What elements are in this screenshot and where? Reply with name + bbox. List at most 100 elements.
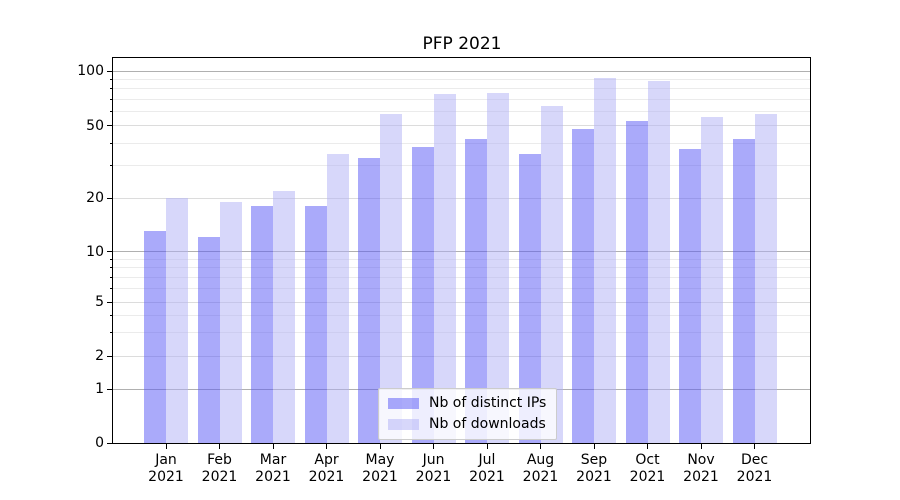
gridline-100	[113, 70, 810, 72]
gridline-6	[113, 288, 810, 290]
y-minor-tick-mark	[110, 78, 113, 80]
y-tick-label-1: 1	[95, 381, 104, 397]
legend-swatch-distinct-ips-icon	[388, 397, 419, 409]
gridline-5	[113, 301, 810, 303]
legend-item-distinct-ips: Nb of distinct IPs	[388, 395, 546, 411]
bar-sep-ips	[572, 128, 594, 443]
x-tick-label-nov: Nov 2021	[683, 452, 719, 485]
y-tick-mark	[107, 442, 113, 444]
bar-sep-downloads	[594, 78, 616, 443]
bar-jun-downloads	[433, 93, 456, 443]
legend-label-downloads: Nb of downloads	[429, 416, 546, 432]
y-tick-mark	[107, 125, 113, 126]
bar-aug-downloads	[540, 106, 563, 443]
y-tick-mark	[107, 70, 113, 72]
bar-may-downloads	[380, 113, 402, 443]
y-tick-mark	[107, 301, 113, 303]
x-tick-label-jun: Jun 2021	[415, 452, 452, 485]
x-tick-mark	[433, 444, 434, 449]
gridline-7	[113, 277, 810, 278]
y-tick-mark	[107, 355, 113, 357]
y-minor-tick-mark	[110, 258, 113, 260]
gridline-50	[113, 125, 810, 126]
y-minor-tick-mark	[110, 331, 113, 333]
x-tick-label-dec: Dec 2021	[736, 452, 773, 485]
bar-oct-ips	[625, 120, 648, 443]
y-minor-tick-mark	[110, 110, 113, 112]
gridline-8	[113, 267, 810, 269]
y-tick-label-2: 2	[95, 348, 104, 364]
gridline-30	[113, 165, 810, 167]
x-tick-mark	[219, 444, 220, 449]
y-minor-tick-mark	[110, 288, 113, 290]
bar-mar-ips	[251, 206, 273, 443]
legend-swatch-downloads-icon	[388, 418, 419, 430]
x-tick-label-apr: Apr 2021	[308, 452, 345, 485]
y-minor-tick-mark	[110, 142, 113, 144]
y-minor-tick-mark	[110, 276, 113, 278]
x-tick-mark	[272, 444, 274, 449]
bar-aug-ips	[518, 153, 541, 443]
y-tick-label-50: 50	[86, 117, 104, 134]
y-minor-tick-mark	[110, 98, 113, 100]
y-minor-tick-mark	[110, 165, 113, 167]
x-tick-mark	[700, 444, 702, 449]
bar-apr-downloads	[326, 153, 349, 443]
gridline-9	[113, 258, 810, 260]
gridline-90	[113, 78, 810, 80]
bar-may-ips	[358, 158, 380, 443]
legend: Nb of distinct IPs Nb of downloads	[378, 388, 558, 440]
y-minor-tick-mark	[110, 314, 113, 316]
bar-jan-downloads	[166, 198, 188, 443]
y-tick-label-0: 0	[95, 435, 104, 451]
chart-title: PFP 2021	[422, 34, 502, 54]
gridline-70	[113, 98, 810, 100]
bar-dec-ips	[732, 139, 755, 443]
bar-nov-downloads	[701, 116, 723, 443]
x-tick-mark	[647, 444, 648, 449]
gridline-40	[113, 142, 810, 144]
bar-apr-ips	[304, 206, 327, 443]
bar-jan-ips	[144, 231, 166, 443]
x-tick-mark	[540, 444, 541, 449]
y-tick-mark	[107, 251, 113, 252]
legend-label-distinct-ips: Nb of distinct IPs	[429, 395, 547, 411]
gridline-10	[113, 251, 810, 252]
bar-nov-ips	[679, 149, 701, 443]
x-tick-label-aug: Aug 2021	[522, 452, 559, 485]
x-tick-label-jul: Jul 2021	[469, 452, 505, 485]
bar-dec-downloads	[754, 113, 777, 443]
bar-oct-downloads	[647, 81, 670, 443]
x-tick-label-mar: Mar 2021	[255, 452, 291, 485]
bar-jun-ips	[411, 147, 434, 443]
gridline-3	[113, 331, 810, 333]
bar-feb-ips	[197, 237, 220, 443]
x-tick-mark	[593, 444, 595, 449]
x-tick-label-oct: Oct 2021	[629, 452, 666, 485]
plot-area: Nb of distinct IPs Nb of downloads	[112, 57, 811, 444]
y-tick-label-5: 5	[95, 294, 104, 310]
y-tick-mark	[107, 197, 113, 199]
x-tick-mark	[754, 444, 755, 449]
bar-jul-ips	[465, 139, 487, 443]
gridline-20	[113, 197, 810, 199]
x-tick-label-feb: Feb 2021	[201, 452, 238, 485]
x-tick-label-jan: Jan 2021	[148, 452, 184, 485]
y-minor-tick-mark	[110, 267, 113, 269]
x-tick-mark	[379, 444, 381, 449]
bar-feb-downloads	[219, 202, 242, 443]
x-tick-label-may: May 2021	[362, 452, 398, 485]
gridline-2	[113, 355, 810, 357]
x-tick-mark	[486, 444, 488, 449]
gridline-4	[113, 314, 810, 316]
y-tick-mark	[107, 388, 113, 390]
x-tick-mark	[326, 444, 327, 449]
x-tick-mark	[165, 444, 167, 449]
y-tick-label-20: 20	[86, 190, 104, 206]
gridline-60	[113, 110, 810, 112]
gridline-80	[113, 88, 810, 89]
x-tick-label-sep: Sep 2021	[576, 452, 612, 485]
bar-mar-downloads	[273, 190, 295, 443]
legend-item-downloads: Nb of downloads	[388, 416, 546, 432]
